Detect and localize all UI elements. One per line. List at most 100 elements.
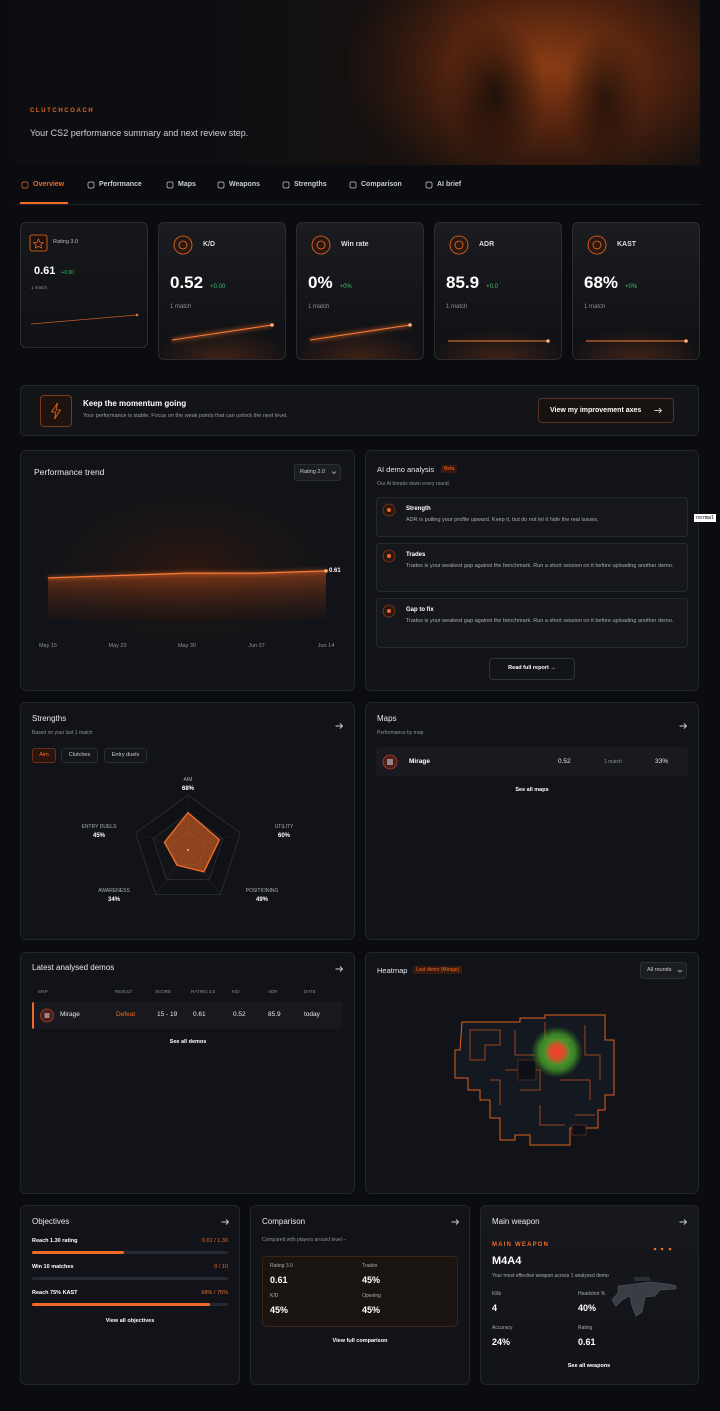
filter-chip[interactable] (104, 748, 147, 763)
insight-icon-dot (387, 609, 391, 613)
filter-chip[interactable] (32, 748, 56, 763)
tab[interactable]: Strengths (294, 181, 327, 188)
stat-label: Rating 3.0 (53, 239, 79, 245)
tab[interactable]: Comparison (361, 181, 402, 188)
tab-underline (20, 202, 68, 204)
demo-cell: 85.9 (268, 1011, 281, 1018)
momentum-icon (40, 395, 72, 427)
x-tick-label: May 30 (177, 643, 197, 649)
filter-chip[interactable] (61, 748, 98, 763)
sparkline (309, 324, 411, 341)
banner-text: Your performance is stable. Focus on the… (83, 413, 288, 419)
link[interactable]: View full comparison (332, 1338, 388, 1344)
radar-label: UTILITY (274, 824, 294, 830)
map-icon-inner (387, 759, 393, 765)
button-label[interactable]: View my improvement axes (550, 407, 642, 414)
radar-shape (163, 811, 221, 873)
stat-value: 24% (492, 1337, 511, 1347)
card-title: AI demo analysis (377, 465, 435, 474)
debug-tag: normal (694, 514, 717, 522)
decor-dot (668, 1247, 672, 1251)
rounds-dropdown[interactable] (640, 962, 687, 979)
stat-delta: +0.00 (61, 270, 75, 276)
hero-soldier (440, 10, 550, 165)
filter-label[interactable]: Aim (39, 752, 49, 758)
card-title: Heatmap (377, 966, 408, 975)
tab[interactable]: Maps (178, 181, 196, 188)
arrow-icon (451, 1219, 460, 1225)
tab[interactable]: Performance (99, 181, 142, 188)
radar-value: 60% (277, 833, 291, 839)
map-matches: 1 match (604, 759, 622, 765)
tab-icon (349, 181, 357, 189)
card-subtitle: Performance by map (377, 730, 424, 736)
lightning-icon (50, 402, 62, 420)
chevron-icon (331, 471, 337, 474)
demo-cell: Defeat (116, 1011, 136, 1018)
link[interactable]: See all maps (515, 787, 549, 793)
demo-row[interactable] (32, 1002, 343, 1029)
stat-delta: +0.0 (486, 284, 498, 290)
stat-value: 0.61 (578, 1337, 596, 1347)
tab[interactable]: Weapons (229, 181, 260, 188)
demo-cell: Mirage (60, 1011, 80, 1018)
filter-label[interactable]: Entry duels (111, 752, 140, 758)
stat-value: 68% (584, 273, 619, 292)
metric-label: Opening (362, 1293, 381, 1299)
metric-value: 45% (362, 1275, 381, 1285)
radar-value: 49% (255, 897, 269, 903)
tab[interactable]: AI brief (437, 181, 462, 188)
radar-label: ENTRY DUELS (81, 824, 117, 830)
improvement-button[interactable] (538, 398, 674, 423)
button-label[interactable]: Read full report → (508, 665, 556, 671)
x-tick-label: Jun 07 (248, 643, 265, 649)
stat-label: Headshot % (578, 1291, 606, 1297)
stat-value-row: 0.61 +0.00 (34, 265, 134, 279)
insight-card (376, 497, 688, 537)
stat-icon (587, 235, 607, 255)
column-header: ADR (268, 989, 278, 994)
link[interactable]: See all weapons (567, 1363, 611, 1369)
map-name[interactable]: Mirage (409, 758, 430, 765)
map-room (571, 1124, 587, 1136)
radar-label: AIM (183, 777, 193, 783)
card-subtitle: Based on your last 1 match (32, 730, 93, 736)
stat-label: Accuracy (492, 1325, 513, 1331)
arrow-icon (221, 1219, 230, 1225)
stat-delta: +0% (339, 284, 352, 290)
stat-label: KAST (617, 241, 637, 248)
radar-value: 45% (92, 833, 106, 839)
tab[interactable]: Overview (33, 181, 65, 188)
demos-card (20, 952, 355, 1194)
link[interactable]: See all demos (169, 1039, 207, 1045)
x-tick-label: May 15 (38, 643, 58, 649)
radar-value: 34% (107, 897, 121, 903)
arrow-icon (654, 407, 663, 414)
card-title: Objectives (32, 1217, 70, 1226)
demo-cell: today (304, 1011, 320, 1018)
demo-cell: 0.61 (193, 1011, 206, 1018)
metric-dropdown[interactable] (294, 464, 341, 481)
report-button[interactable] (489, 658, 575, 680)
trend-area (48, 570, 326, 620)
dropdown-label[interactable]: All rounds (647, 967, 672, 973)
column-header: MAP (38, 989, 48, 994)
demo-cell: 15 - 19 (157, 1011, 178, 1018)
stat-value-row: 0.52 +0.00 (170, 273, 280, 293)
tab-icon (21, 181, 29, 189)
badge: Last demo (Mirage) (413, 966, 463, 974)
x-tick-label: May 23 (108, 643, 127, 649)
filter-label[interactable]: Clutches (68, 752, 91, 758)
map-row[interactable] (376, 747, 688, 776)
stat-value-row: 0% +0% (308, 273, 418, 293)
metric-value: 45% (362, 1305, 381, 1315)
dropdown-label[interactable]: Rating 2.0 (300, 469, 326, 475)
tab-icon (166, 181, 174, 189)
radar-label: POSITIONING (245, 888, 279, 894)
objective-name: Reach 1.30 rating (32, 1238, 78, 1244)
objectives-card (20, 1205, 240, 1385)
card-title: Latest analysed demos (32, 963, 115, 972)
link[interactable]: View all objectives (105, 1318, 155, 1324)
